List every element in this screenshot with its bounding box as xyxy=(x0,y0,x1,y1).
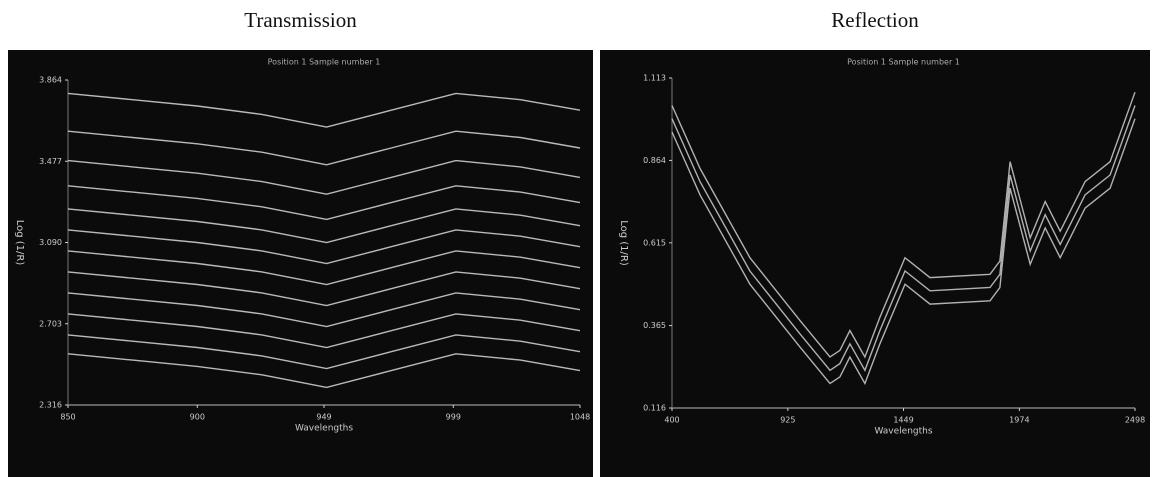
x-tick-label: 900 xyxy=(190,413,205,422)
spectrum-line xyxy=(67,185,581,221)
x-tick-label: 2498 xyxy=(1125,416,1145,425)
x-tick-label: 999 xyxy=(446,413,461,422)
y-tick-label: 3.477 xyxy=(39,157,62,166)
chart-subtitle: Position 1 Sample number 1 xyxy=(847,58,960,67)
spectrum-line xyxy=(67,92,581,128)
spectrum-line xyxy=(67,130,581,166)
x-tick-label: 850 xyxy=(60,413,75,422)
panel-title: Transmission xyxy=(244,8,357,32)
spectrum-line xyxy=(671,105,1136,372)
y-tick-label: 0.615 xyxy=(643,238,666,247)
y-tick-label: 2.316 xyxy=(39,401,62,410)
y-tick-label: 0.365 xyxy=(643,321,666,330)
y-tick-label: 3.864 xyxy=(39,76,62,85)
spectrum-line xyxy=(67,229,581,265)
spectrum-line xyxy=(67,313,581,349)
y-tick-label: 0.116 xyxy=(643,404,666,413)
x-axis-label: Wavelengths xyxy=(295,424,353,434)
spectrum-line xyxy=(67,334,581,370)
spectrum-line xyxy=(671,91,1136,359)
panel-title: Reflection xyxy=(831,8,919,32)
y-tick-label: 0.864 xyxy=(643,156,666,165)
spectrum-line xyxy=(671,118,1136,386)
chart-subtitle: Position 1 Sample number 1 xyxy=(268,58,381,67)
spectrum-line xyxy=(67,250,581,286)
x-axis-label: Wavelengths xyxy=(874,427,932,437)
x-tick-label: 400 xyxy=(664,416,679,425)
spectrum-line xyxy=(67,159,581,195)
x-tick-label: 1048 xyxy=(570,413,590,422)
y-axis-label: Log (1/R) xyxy=(14,220,25,266)
panel-background xyxy=(600,50,1150,477)
x-tick-label: 925 xyxy=(780,416,795,425)
spectrum-line xyxy=(67,271,581,307)
x-tick-label: 1449 xyxy=(893,416,913,425)
y-tick-label: 2.703 xyxy=(39,319,62,328)
y-tick-label: 1.113 xyxy=(643,74,666,83)
spectrum-line xyxy=(67,292,581,328)
y-axis-label: Log (1/R) xyxy=(618,220,629,266)
panel-background xyxy=(8,50,593,477)
x-tick-label: 949 xyxy=(316,413,331,422)
y-tick-label: 3.090 xyxy=(39,238,62,247)
spectrum-line xyxy=(67,208,581,244)
x-tick-label: 1974 xyxy=(1009,416,1029,425)
spectrum-line xyxy=(67,353,581,389)
